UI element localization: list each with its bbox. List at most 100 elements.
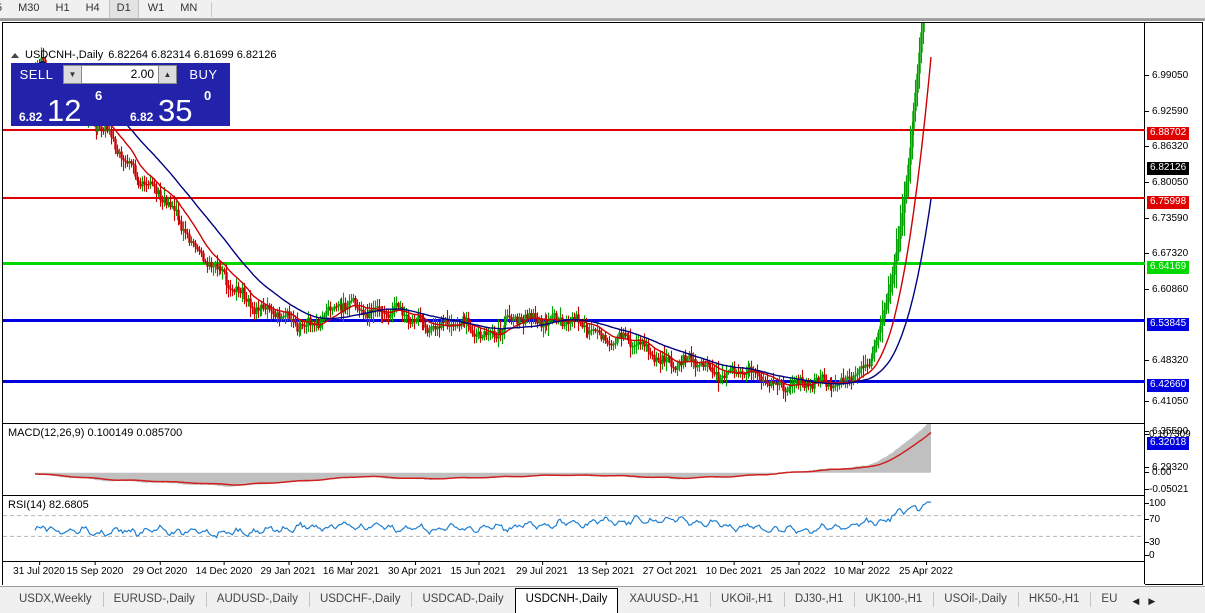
symbol-tab-usdcnh-daily[interactable]: USDCNH-,Daily — [514, 588, 619, 613]
sell-price-pips: 12 — [47, 93, 82, 126]
price-tick: 6.48320 — [1145, 356, 1188, 366]
price-badge: 6.75998 — [1147, 196, 1190, 209]
buy-price-prefix: 6.82 — [130, 110, 154, 124]
time-axis[interactable]: 31 Jul 2020 15 Sep 2020 29 Oct 2020 14 Dec … — [3, 561, 1145, 585]
timeframe-tab-w1[interactable]: W1 — [147, 2, 165, 14]
rsi-label: RSI(14) 82.6805 — [8, 499, 89, 511]
time-tick: 27 Oct 2021 — [642, 561, 698, 577]
timeframe-tab-h4[interactable]: H4 — [85, 2, 100, 14]
time-tick: 14 Dec 2020 — [195, 561, 253, 577]
level-line-resistance-1[interactable] — [3, 129, 1145, 131]
price-badge: 6.88702 — [1147, 127, 1190, 140]
price-tick: 6.73590 — [1145, 214, 1188, 224]
buy-price-display[interactable]: 6.82 35 0 — [122, 87, 230, 126]
sell-price-prefix: 6.82 — [19, 110, 43, 124]
price-badge: 6.82126 — [1147, 162, 1190, 175]
time-tick: 15 Jun 2021 — [450, 561, 506, 577]
level-line-pivot[interactable] — [3, 262, 1145, 265]
time-tick: 13 Sep 2021 — [577, 561, 635, 577]
sell-button[interactable]: SELL — [19, 67, 54, 82]
oct-top-row: SELL ▼ 2.00 ▲ BUY — [11, 63, 230, 86]
chevron-down-icon: ▼ — [68, 69, 77, 79]
tabs-scroll-right-icon[interactable]: ▶ — [1148, 596, 1156, 606]
price-tick: 6.86320 — [1145, 142, 1188, 152]
time-tick: 30 Apr 2021 — [388, 561, 442, 577]
timeframe-tab-mn[interactable]: MN — [180, 2, 198, 14]
time-tick: 29 Jan 2021 — [260, 561, 316, 577]
buy-price-pips: 35 — [158, 93, 193, 126]
price-tick: 6.80050 — [1145, 178, 1188, 188]
macd-series — [34, 424, 932, 487]
symbol-tab-uk100-h1[interactable]: UK100-,H1 — [854, 588, 933, 613]
buy-price-fraction: 0 — [204, 88, 212, 103]
sell-price-fraction: 6 — [95, 88, 103, 103]
level-line-resistance-2[interactable] — [3, 197, 1145, 199]
timeframe-toolbar: 5 M30 H1 H4 D1 W1 MN — [0, 0, 1205, 19]
price-tick: 6.99050 — [1145, 71, 1188, 81]
price-tick: 6.29320 — [1145, 463, 1188, 473]
macd-tick: 0.00 — [1145, 468, 1171, 478]
symbol-tab-audusd-daily[interactable]: AUDUSD-,Daily — [205, 588, 309, 613]
symbol-tab-ukoil-h1[interactable]: UKOil-,H1 — [710, 588, 784, 613]
timeframe-tab-5[interactable]: 5 — [0, 0, 9, 18]
price-badge: 6.32018 — [1147, 437, 1190, 450]
rsi-tick: 0 — [1145, 551, 1155, 561]
macd-label: MACD(12,26,9) 0.100149 0.085700 — [8, 427, 183, 439]
time-tick: 10 Dec 2021 — [705, 561, 763, 577]
symbol-tab-usdchf-daily[interactable]: USDCHF-,Daily — [308, 588, 412, 613]
timeframe-tab-m30[interactable]: M30 — [18, 2, 40, 14]
time-tick: 29 Jul 2021 — [516, 561, 568, 577]
symbol-tab-xauusd-h1[interactable]: XAUUSD-,H1 — [629, 593, 700, 605]
macd-pane[interactable]: MACD(12,26,9) 0.100149 0.085700 — [3, 423, 1145, 493]
one-click-trading-panel[interactable]: SELL ▼ 2.00 ▲ BUY 6.82 12 6 6.82 35 0 — [11, 63, 230, 126]
price-badge: 6.42660 — [1147, 379, 1190, 392]
chart-title-bar: USDCNH-,Daily 6.82264 6.82314 6.81699 6.… — [11, 49, 276, 61]
symbol-tab-hk50-h1[interactable]: HK50-,H1 — [1017, 588, 1091, 613]
symbol-tab-usdx-weekly[interactable]: USDX,Weekly — [19, 593, 92, 605]
symbol-tab-eurusd-daily[interactable]: EURUSD-,Daily — [102, 588, 206, 613]
collapse-triangle-icon[interactable] — [11, 52, 19, 58]
chevron-up-icon: ▲ — [163, 69, 172, 79]
symbol-tab-usdcad-daily[interactable]: USDCAD-,Daily — [411, 588, 514, 613]
price-tick: 6.92590 — [1145, 107, 1188, 117]
time-tick: 31 Jul 2020 — [13, 561, 65, 577]
symbol-tab-dj30-h1[interactable]: DJ30-,H1 — [783, 588, 855, 613]
toolbar-separator — [211, 1, 213, 17]
oct-quote-row: 6.82 12 6 6.82 35 0 — [11, 87, 230, 126]
price-tick: 6.60860 — [1145, 285, 1188, 295]
volume-input[interactable]: 2.00 — [82, 65, 158, 84]
time-tick: 10 Mar 2022 — [833, 561, 891, 577]
symbol-tab-bar[interactable]: USDX,Weekly EURUSD-,Daily AUDUSD-,Daily USD… — [0, 586, 1205, 613]
time-tick: 15 Sep 2020 — [66, 561, 124, 577]
time-tick: 25 Jan 2022 — [770, 561, 826, 577]
symbol-tab-eu[interactable]: EU — [1090, 588, 1128, 613]
volume-stepper[interactable]: ▼ 2.00 ▲ — [63, 65, 177, 84]
volume-increment-button[interactable]: ▲ — [158, 65, 177, 84]
symbol-tab-usoil-daily[interactable]: USOil-,Daily — [933, 588, 1018, 613]
level-line-support-2[interactable] — [3, 380, 1145, 383]
price-tick: 6.35590 — [1145, 427, 1188, 437]
price-tick: 6.41050 — [1145, 397, 1188, 407]
tabs-scroll-left-icon[interactable]: ◀ — [1132, 596, 1140, 606]
chart-ohlc-values: 6.82264 6.82314 6.81699 6.82126 — [108, 49, 277, 61]
price-tick: 6.67320 — [1145, 249, 1188, 259]
sell-price-display[interactable]: 6.82 12 6 — [11, 87, 119, 126]
price-badge: 6.64169 — [1147, 261, 1190, 274]
timeframe-tab-h1[interactable]: H1 — [55, 2, 70, 14]
time-tick: 16 Mar 2021 — [322, 561, 380, 577]
rsi-tick: 30 — [1145, 538, 1160, 548]
time-tick: 25 Apr 2022 — [899, 561, 953, 577]
chart-symbol-label: USDCNH-,Daily — [25, 49, 104, 61]
chart-window[interactable]: MACD(12,26,9) 0.100149 0.085700 RSI(14) … — [2, 22, 1203, 585]
rsi-tick: 70 — [1145, 515, 1160, 525]
rsi-pane[interactable]: RSI(14) 82.6805 — [3, 495, 1145, 561]
toolbar-shadow — [0, 19, 1205, 21]
macd-tick: -0.05021 — [1145, 485, 1188, 495]
buy-button[interactable]: BUY — [189, 67, 218, 82]
timeframe-tab-d1[interactable]: D1 — [108, 0, 139, 18]
price-axis[interactable]: 6.99050 6.92590 6.86320 6.80050 6.73590 6.673… — [1144, 23, 1202, 584]
volume-decrement-button[interactable]: ▼ — [63, 65, 82, 84]
macd-tick: 0.107309 — [1145, 430, 1191, 440]
time-tick: 29 Oct 2020 — [132, 561, 188, 577]
